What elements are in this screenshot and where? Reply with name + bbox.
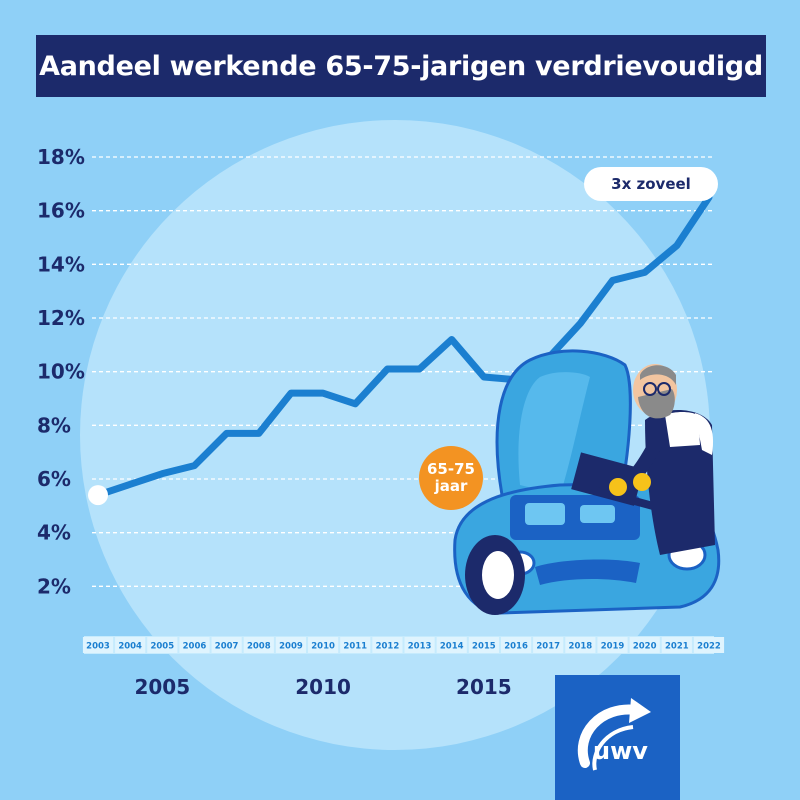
- x-tick-label: 2006: [183, 642, 207, 652]
- badge-line-1: 65-75: [427, 460, 475, 478]
- x-tick-label: 2018: [569, 642, 593, 652]
- laptop-screen: [571, 452, 644, 506]
- x-tick-cell: [308, 637, 339, 653]
- x-major-label: 2010: [295, 675, 351, 699]
- x-tick-label: 2014: [440, 642, 464, 652]
- x-tick-label: 2013: [408, 642, 432, 652]
- x-tick-label: 2003: [86, 642, 110, 652]
- series-line-group: [88, 193, 713, 506]
- glasses-icon: [643, 382, 657, 396]
- y-tick-label: 6%: [37, 467, 71, 491]
- logo-swoosh-icon: [577, 698, 651, 771]
- mechanic-body: [645, 409, 715, 555]
- x-axis-year-strip: 2003 2004 2005 2006 2007 2008 2009 2010 2011 2012…: [82, 636, 725, 654]
- mechanic-beard: [638, 389, 675, 419]
- y-tick-label: 2%: [37, 574, 71, 598]
- wheel-hub-icon: [482, 551, 514, 599]
- x-tick-cell: [597, 637, 628, 653]
- engine-part: [525, 503, 565, 525]
- x-tick-label: 2022: [697, 642, 721, 652]
- laptop-base: [590, 485, 665, 513]
- x-tick-cell: [275, 637, 307, 653]
- x-tick-cell: [340, 637, 371, 653]
- uwv-logo: uwv: [555, 675, 680, 800]
- end-callout-text: 3x zoveel: [611, 175, 691, 193]
- series-line: [94, 193, 713, 499]
- glasses-icon: [657, 382, 671, 396]
- mechanic-car-illustration: [453, 349, 721, 615]
- glove-icon: [633, 473, 651, 491]
- x-tick-cell: [468, 637, 499, 653]
- x-tick-cell: [533, 637, 564, 653]
- y-tick-label: 12%: [37, 306, 85, 330]
- y-tick-label: 18%: [37, 145, 85, 169]
- x-tick-cell: [147, 637, 178, 653]
- title-banner: Aandeel werkende 65-75-jarigen verdrievo…: [36, 35, 766, 97]
- x-tick-label: 2004: [118, 642, 142, 652]
- x-tick-label: 2008: [247, 642, 271, 652]
- x-tick-cell: [179, 637, 210, 653]
- x-tick-cell: [629, 637, 660, 653]
- x-tick-cell: [404, 637, 435, 653]
- x-tick-cell: [436, 637, 467, 653]
- x-tick-label: 2017: [536, 642, 560, 652]
- x-tick-cell: [500, 637, 532, 653]
- x-tick-label: 2010: [311, 642, 335, 652]
- engine-part: [580, 505, 615, 523]
- y-tick-label: 4%: [37, 521, 71, 545]
- y-tick-label: 16%: [37, 199, 85, 223]
- x-tick-cell: [243, 637, 274, 653]
- chart-title: Aandeel werkende 65-75-jarigen verdrievo…: [39, 50, 763, 82]
- logo-text: uwv: [593, 737, 648, 765]
- x-tick-label: 2012: [376, 642, 400, 652]
- x-tick-label: 2009: [279, 642, 303, 652]
- x-tick-label: 2015: [472, 642, 496, 652]
- hood-shade: [518, 372, 590, 495]
- badge-line-2: jaar: [434, 477, 468, 495]
- y-tick-label: 8%: [37, 413, 71, 437]
- x-tick-cell: [211, 637, 242, 653]
- x-tick-cell: [661, 637, 692, 653]
- x-tick-label: 2016: [504, 642, 528, 652]
- x-tick-label: 2020: [633, 642, 657, 652]
- y-tick-label: 14%: [37, 252, 85, 276]
- x-tick-label: 2021: [665, 642, 689, 652]
- x-tick-label: 2011: [343, 642, 367, 652]
- x-major-label: 2005: [134, 675, 190, 699]
- x-tick-cell: [565, 637, 596, 653]
- mechanic-shirt: [665, 412, 700, 447]
- x-tick-cell: [693, 637, 725, 653]
- x-tick-label: 2019: [601, 642, 625, 652]
- x-tick-cell: [115, 637, 146, 653]
- end-callout: 3x zoveel: [584, 167, 718, 201]
- x-major-label: 2015: [456, 675, 512, 699]
- y-axis-labels: 2% 4% 6% 8% 10% 12% 14% 16% 18%: [37, 145, 85, 598]
- age-group-badge: 65-75 jaar: [419, 446, 483, 510]
- x-axis-major-labels: 2005 2010 2015: [134, 675, 511, 699]
- x-tick-cell: [82, 637, 114, 653]
- mechanic-shoulder: [695, 413, 714, 455]
- x-tick-label: 2005: [150, 642, 174, 652]
- y-tick-label: 10%: [37, 360, 85, 384]
- x-tick-label: 2007: [215, 642, 239, 652]
- car-grille: [535, 559, 640, 585]
- x-tick-cell: [372, 637, 403, 653]
- glove-icon: [609, 478, 627, 496]
- mechanic-hair: [640, 365, 676, 385]
- start-marker: [88, 485, 108, 506]
